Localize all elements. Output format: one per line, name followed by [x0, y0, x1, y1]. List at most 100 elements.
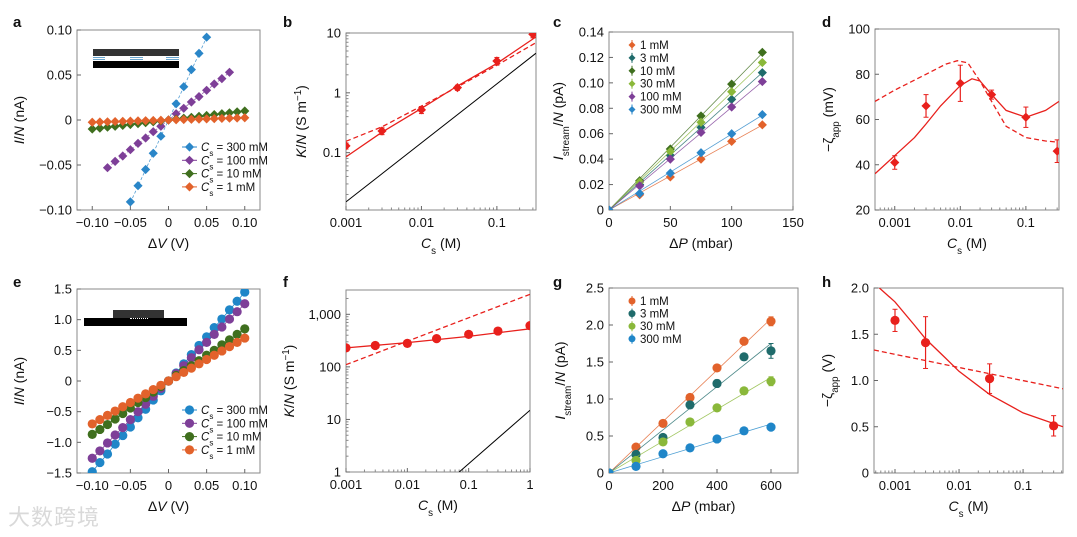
data-point: [186, 114, 196, 124]
label-part: /: [293, 144, 309, 148]
label-part: N: [552, 371, 568, 382]
legend-marker: [628, 322, 636, 330]
label-part: s: [209, 438, 213, 447]
x-axis-label: ΔP (mbar): [669, 235, 733, 251]
y-tick-label: 0.5: [54, 343, 72, 358]
data-point: [141, 116, 151, 126]
data-point: [757, 120, 767, 130]
legend-marker: [184, 182, 195, 192]
legend-label: 100 mM: [640, 92, 682, 104]
plot-area: [87, 289, 250, 473]
data-point: [194, 48, 204, 58]
label-part: /: [552, 382, 568, 386]
data-point: [712, 403, 722, 413]
label-part: N: [11, 386, 27, 397]
data-point: [209, 79, 219, 89]
data-point: [148, 115, 158, 126]
data-point: [766, 376, 776, 386]
data-point: [224, 113, 235, 123]
panel-letter: b: [283, 14, 292, 31]
series-4: [609, 76, 767, 210]
panel-b: b 0.001 0.01 0.1 10 1 0.1 Cs (M) K/N (S m−1): [283, 14, 537, 257]
label-part: N: [550, 111, 566, 122]
data-point: [493, 326, 503, 336]
label-part: (pA): [550, 82, 566, 112]
label-part: /: [11, 397, 27, 401]
label-part: s: [209, 175, 213, 184]
data-point: [141, 133, 151, 143]
legend-marker: [184, 169, 195, 179]
series-0: [346, 33, 536, 151]
data-point: [95, 424, 105, 435]
data-point: [727, 79, 737, 89]
data-point: [186, 363, 196, 373]
legend-marker: [184, 142, 195, 152]
legend-label: Cs = 100 mM: [201, 418, 268, 434]
data-point: [658, 449, 668, 459]
data-point: [209, 323, 219, 333]
data-point: [95, 123, 105, 133]
data-point: [217, 322, 227, 332]
label-part: (S m: [293, 101, 309, 134]
label-part: 3 mM: [640, 53, 669, 65]
label-part: −ζ: [820, 138, 836, 152]
plot-area: [87, 32, 250, 207]
data-point: [696, 111, 706, 121]
y-tick-label: 0: [862, 466, 869, 481]
watermark: 大数跨境: [8, 506, 101, 531]
label-part: 100 mM: [640, 92, 682, 104]
legend-marker: [628, 54, 636, 62]
data-point: [87, 124, 97, 134]
data-point: [163, 115, 174, 125]
legend-label: 1 mM: [640, 40, 669, 52]
data-point: [209, 114, 219, 124]
curve-model-solid: [875, 78, 1059, 175]
plot-frame: [345, 289, 531, 473]
data-point: [955, 78, 965, 88]
y-tick-label: 0.08: [579, 101, 604, 116]
x-tick-label: 0.05: [194, 478, 219, 493]
x-axis-label: Cs (M): [949, 498, 989, 520]
y-tick-label: 1.5: [54, 282, 72, 297]
label-part: C: [201, 405, 210, 417]
data-point: [156, 121, 166, 131]
series-1: [609, 68, 767, 210]
label-part: = 100 mM: [213, 155, 268, 167]
data-point: [232, 337, 242, 347]
data-point: [186, 97, 196, 107]
data-point: [110, 121, 120, 131]
data-point: [696, 148, 706, 158]
legend-entry: Cs = 300 mM: [182, 142, 268, 158]
label-part: I: [11, 401, 27, 405]
legend-label: 30 mM: [640, 79, 675, 91]
data-point: [766, 346, 776, 356]
y-tick-label: 1.5: [851, 327, 869, 342]
data-point: [224, 67, 235, 77]
curve-model-dashed: [875, 60, 1058, 143]
label-part: app: [831, 121, 842, 138]
y-tick-label: 1.0: [54, 312, 72, 327]
panel-c: c 0 50 100 150 0 0.02 0.04 0.06 0.08 0.10 0.12 0.14 Δ…: [550, 14, 804, 251]
y-tick-label: −0.05: [39, 158, 72, 173]
x-axis-label: Cs (M): [947, 235, 987, 257]
label-part: P: [678, 235, 688, 251]
label-part: P: [681, 498, 691, 514]
data-point: [416, 105, 427, 115]
label-part: 300 mM: [640, 334, 682, 346]
data-point: [631, 461, 641, 471]
inset-channel-right: [166, 57, 179, 60]
data-point: [224, 314, 235, 324]
legend-marker: [184, 432, 195, 442]
data-point: [179, 367, 189, 378]
panel-d: d 0.001 0.01 0.1 100 80 60 40 20 Cs (M) −ζapp (mV): [820, 14, 1060, 257]
data-point: [1052, 146, 1059, 156]
data-point: [921, 101, 931, 111]
plot-area: [609, 316, 776, 473]
x-tick-label: 0: [165, 478, 172, 493]
data-point: [240, 113, 250, 123]
label-part: C: [201, 418, 210, 430]
x-tick-label: −0.05: [114, 215, 147, 230]
data-point: [156, 115, 166, 125]
data-point: [179, 103, 189, 113]
y-tick-label: 0: [65, 113, 72, 128]
